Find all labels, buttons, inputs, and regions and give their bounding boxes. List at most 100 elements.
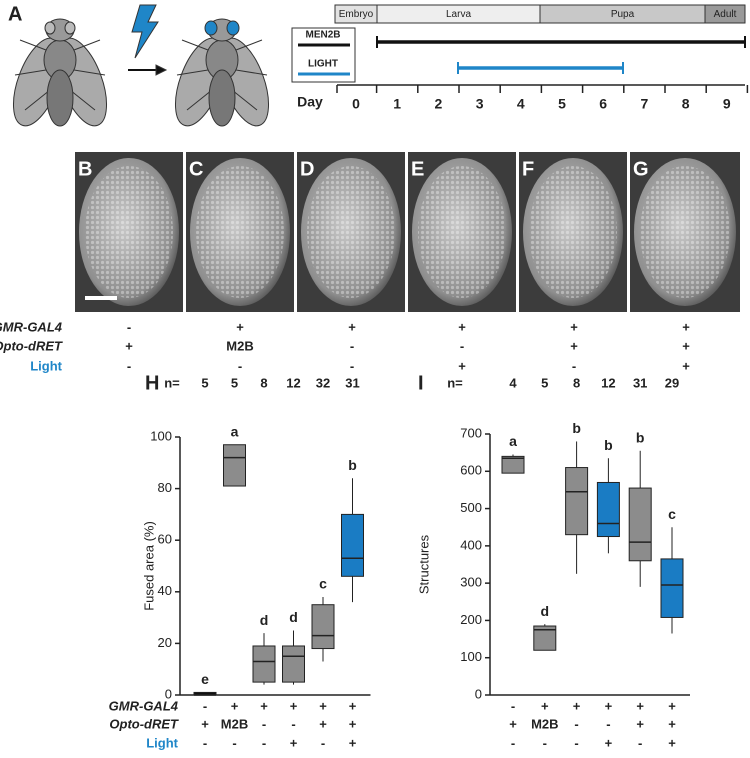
condition-cell: +: [570, 338, 578, 353]
condition-cell: +: [290, 735, 298, 750]
y-tick-label: 80: [158, 480, 172, 495]
stage-label: Larva: [446, 9, 471, 20]
condition-cell: +: [349, 735, 357, 750]
condition-cell: +: [509, 716, 517, 731]
condition-label: Light: [30, 358, 62, 373]
eye-texture: [418, 166, 506, 298]
day-label: 1: [393, 96, 401, 112]
significance-letter: b: [572, 420, 581, 436]
day-label: 2: [435, 96, 443, 112]
eye-texture: [640, 166, 730, 298]
eye-micrograph: [75, 152, 183, 312]
day-label: 0: [352, 96, 360, 112]
y-tick-label: 20: [158, 635, 172, 650]
n-value: 31: [633, 375, 647, 390]
fly-illustration: [12, 4, 270, 127]
box: [596, 481, 620, 538]
condition-cell: -: [127, 358, 131, 373]
condition-cell: -: [574, 735, 578, 750]
panel-label: C: [189, 158, 203, 180]
condition-cell: -: [203, 735, 207, 750]
stage-label: Pupa: [611, 9, 635, 20]
n-value: 12: [601, 375, 615, 390]
n-value: 8: [573, 375, 580, 390]
condition-cell: +: [348, 319, 356, 334]
condition-cell: -: [460, 338, 464, 353]
condition-cell: +: [260, 698, 268, 713]
condition-label: Opto-dRET: [109, 716, 179, 731]
condition-cell: -: [574, 716, 578, 731]
condition-cell: +: [201, 716, 209, 731]
y-tick-label: 40: [158, 583, 172, 598]
significance-letter: d: [541, 603, 550, 619]
significance-letter: a: [231, 423, 239, 439]
eye-texture: [85, 166, 173, 298]
condition-cell: M2B: [226, 338, 253, 353]
condition-cell: -: [543, 735, 547, 750]
condition-cell: +: [290, 698, 298, 713]
condition-cell: -: [321, 735, 325, 750]
eye-texture: [529, 166, 617, 298]
n-value: 31: [345, 375, 359, 390]
n-value: 4: [509, 375, 517, 390]
condition-cell: +: [682, 358, 690, 373]
condition-cell: -: [350, 358, 354, 373]
box: [311, 604, 335, 650]
day-label: 3: [476, 96, 484, 112]
condition-label: Opto-dRET: [0, 338, 63, 353]
stage-label: Embryo: [339, 9, 374, 20]
y-tick-label: 700: [460, 425, 482, 440]
y-axis-title: Fused area (%): [141, 521, 156, 611]
y-tick-label: 0: [165, 686, 172, 701]
condition-cell: -: [606, 716, 610, 731]
condition-cell: -: [127, 319, 131, 334]
box: [282, 645, 305, 683]
day-label: 5: [558, 96, 566, 112]
y-tick-label: 100: [150, 428, 172, 443]
panel-label: I: [418, 372, 424, 394]
condition-cell: -: [203, 698, 207, 713]
significance-letter: d: [260, 612, 269, 628]
n-label: n=: [447, 375, 463, 390]
stage-box: [704, 4, 746, 24]
day-label: 4: [517, 96, 525, 112]
condition-cell: +: [636, 698, 644, 713]
condition-cell: +: [541, 698, 549, 713]
condition-label: GMR-GAL4: [0, 319, 63, 334]
eye-micrograph: [186, 152, 294, 312]
box: [341, 513, 364, 577]
condition-cell: -: [638, 735, 642, 750]
eye-micrograph: [519, 152, 627, 312]
panel-label: G: [633, 158, 649, 180]
y-tick-label: 400: [460, 537, 482, 552]
significance-letter: a: [509, 433, 517, 449]
condition-cell: +: [668, 716, 676, 731]
condition-cell: +: [319, 716, 327, 731]
condition-cell: -: [572, 358, 576, 373]
n-value: 5: [201, 375, 208, 390]
condition-cell: -: [262, 735, 266, 750]
box: [501, 455, 525, 474]
condition-cell: +: [236, 319, 244, 334]
box: [533, 625, 557, 651]
n-value: 5: [541, 375, 548, 390]
condition-cell: -: [262, 716, 266, 731]
eye-micrograph: [630, 152, 740, 312]
day-label: 7: [641, 96, 649, 112]
box: [252, 645, 276, 683]
eye-micrograph: [408, 152, 516, 312]
condition-cell: -: [291, 716, 295, 731]
y-axis-title: Structures: [416, 534, 431, 594]
legend-box: [291, 27, 356, 83]
condition-cell: +: [231, 698, 239, 713]
significance-letter: c: [668, 506, 676, 522]
condition-cell: +: [319, 698, 327, 713]
legend-label: LIGHT: [308, 59, 338, 70]
condition-cell: -: [511, 698, 515, 713]
legend-label: MEN2B: [305, 30, 340, 41]
condition-cell: +: [125, 338, 133, 353]
condition-cell: +: [458, 319, 466, 334]
condition-cell: +: [573, 698, 581, 713]
condition-cell: -: [511, 735, 515, 750]
n-value: 32: [316, 375, 330, 390]
